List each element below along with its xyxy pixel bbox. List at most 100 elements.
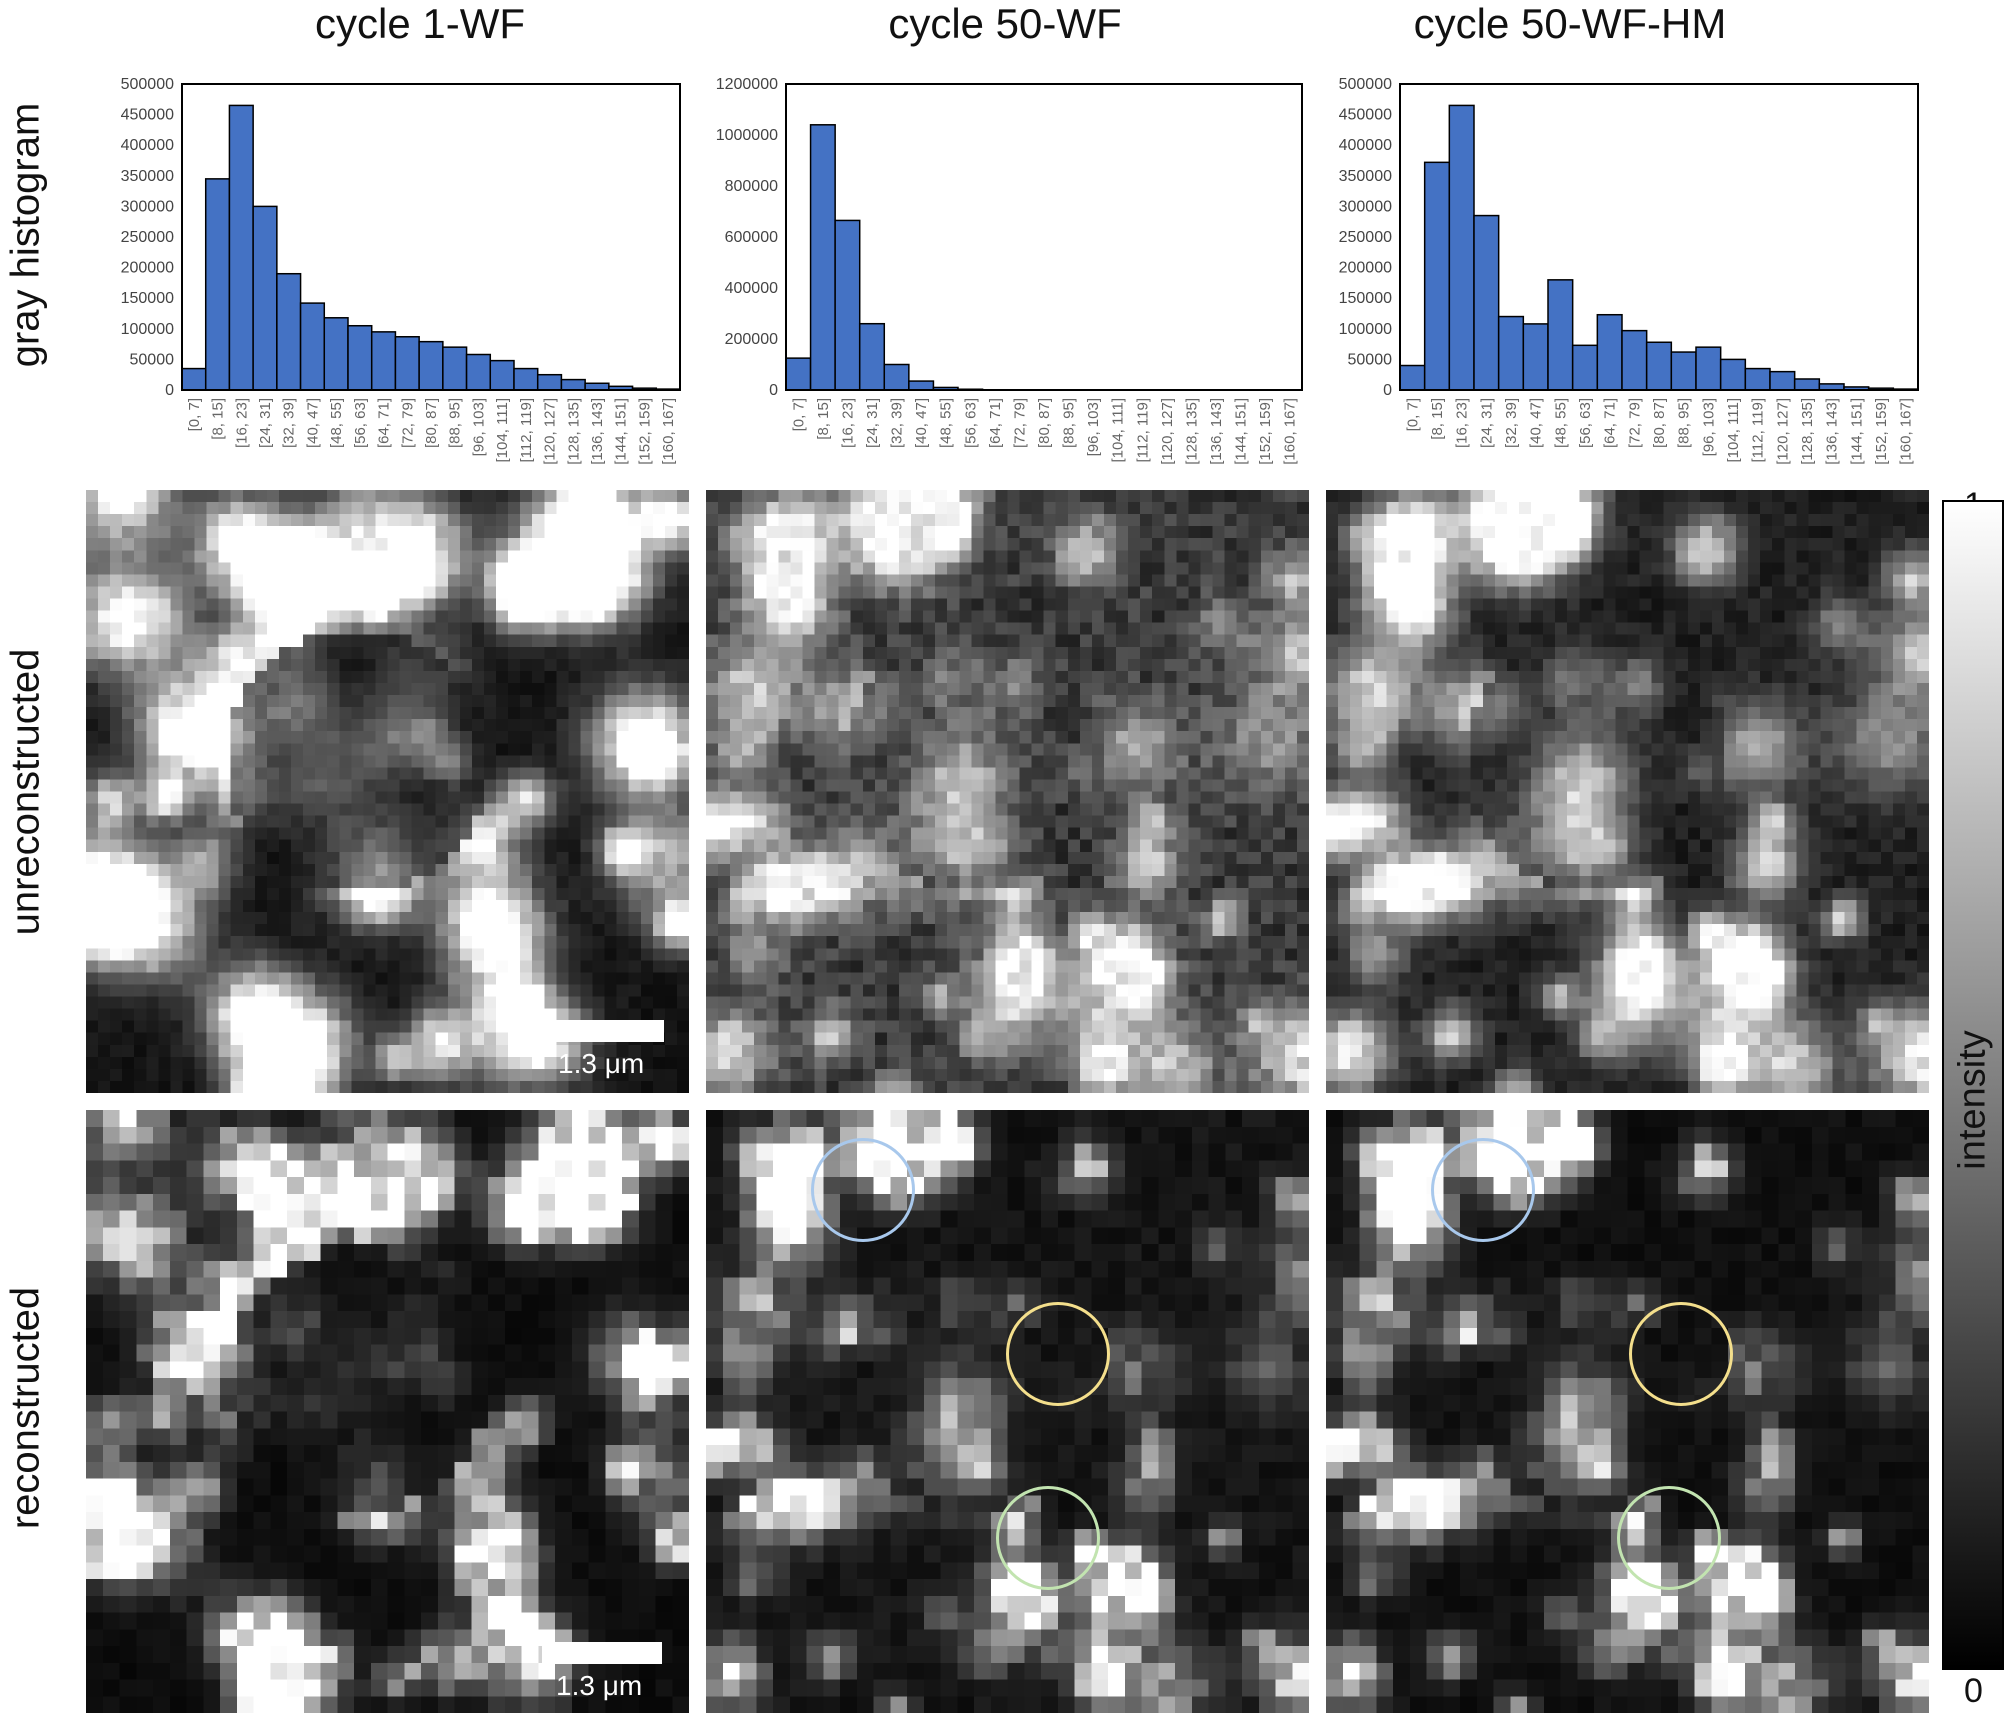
x-tick-label: [8, 15] [815, 398, 832, 440]
x-tick-label: [16, 23] [233, 398, 250, 448]
x-tick-label: [80, 87] [1651, 398, 1668, 448]
histogram-bar [1645, 341, 1673, 391]
y-tick-label: 400000 [725, 280, 778, 297]
x-tick-label: [104, 111] [1725, 398, 1742, 463]
y-tick-label: 450000 [1339, 107, 1392, 124]
histogram-bar [1719, 358, 1747, 391]
image-canvas [1326, 1110, 1929, 1713]
y-tick-label: 200000 [1339, 260, 1392, 277]
x-tick-label: [8, 15] [1429, 398, 1446, 440]
x-tick-label: [160, 167] [1282, 398, 1299, 465]
histogram-svg-cycle50: 0 200000 400000 600000 800000 1000000 1200000 [… [716, 76, 1303, 465]
image-canvas [1326, 490, 1929, 1093]
colorbar-title: intensity [1951, 1030, 1994, 1170]
roi-circle-yellow [1006, 1302, 1110, 1406]
row-label-unreconstructed: unreconstructed [3, 648, 48, 936]
histogram-bar [181, 367, 207, 391]
histogram-bar [1744, 367, 1771, 391]
histogram-bar [1473, 214, 1500, 391]
x-tick-label: [72, 79] [399, 398, 416, 448]
y-tick-label: 400000 [121, 137, 174, 154]
histogram-bar [489, 359, 515, 391]
histogram-bar [252, 205, 278, 391]
histogram-bar [1547, 279, 1574, 391]
y-tick-label: 150000 [121, 290, 174, 307]
image-unreconstructed-cycle50 [706, 490, 1309, 1093]
y-tick-label: 250000 [1339, 229, 1392, 246]
y-tick-label: 300000 [1339, 198, 1392, 215]
histogram-bar [276, 272, 302, 391]
y-tick-label: 500000 [121, 76, 174, 93]
x-tick-label: [24, 31] [1478, 398, 1495, 448]
x-tick-label: [112, 119] [1750, 398, 1767, 463]
histogram-bar [370, 331, 397, 391]
histogram-bar [1448, 104, 1475, 391]
histogram-bar [560, 378, 586, 391]
x-tick-label: [48, 55] [1552, 398, 1569, 448]
histogram-bar [858, 322, 886, 391]
x-tick-label: [96, 103] [470, 398, 487, 456]
image-reconstructed-cycle1: 1.3 μm [86, 1110, 689, 1713]
histogram-bar [418, 340, 444, 391]
x-tick-label: [104, 111] [1110, 398, 1127, 463]
x-tick-label: [64, 71] [1602, 398, 1619, 448]
histogram-bar [204, 178, 231, 391]
y-tick-label: 400000 [1339, 137, 1392, 154]
histogram-bar [584, 382, 610, 391]
x-tick-label: [40, 47] [913, 398, 930, 448]
x-tick-label: [152, 159] [1873, 398, 1890, 465]
histogram-bar [536, 373, 563, 391]
x-tick-label: [0, 7] [1404, 398, 1421, 431]
x-tick-label: [80, 87] [1036, 398, 1053, 448]
x-tick-label: [48, 55] [328, 398, 345, 448]
x-tick-label: [40, 47] [1528, 398, 1545, 448]
histogram-bar [883, 363, 910, 391]
histogram-bar [1670, 351, 1697, 391]
y-tick-label: 450000 [121, 107, 174, 124]
x-tick-label: [144, 151] [613, 398, 630, 465]
scale-bar [544, 1020, 664, 1042]
x-tick-label: [120, 127] [1159, 398, 1176, 465]
histogram-bar [1596, 313, 1623, 391]
roi-circle-blue [811, 1138, 915, 1242]
y-tick-label: 300000 [121, 198, 174, 215]
x-tick-label: [136, 143] [1208, 398, 1225, 465]
x-tick-label: [160, 167] [660, 398, 677, 465]
y-tick-label: 600000 [725, 229, 778, 246]
x-tick-label: [152, 159] [1257, 398, 1274, 465]
y-tick-label: 0 [769, 382, 778, 399]
plot-frame [1399, 83, 1919, 391]
histogram-bar [1793, 378, 1821, 391]
y-tick-label: 50000 [1348, 351, 1393, 368]
histogram-bar [347, 324, 373, 391]
histogram-chart-cycle50-hm: 0 50000 100000 150000 200000 250000 300000 3500… [1310, 72, 1925, 492]
histogram-svg-cycle50-hm: 0 50000 100000 150000 200000 250000 300000 3500… [1339, 76, 1919, 465]
y-tick-label: 500000 [1339, 76, 1392, 93]
y-tick-label: 0 [165, 382, 174, 399]
x-tick-label: [96, 103] [1085, 398, 1102, 456]
image-canvas [86, 1110, 689, 1713]
image-canvas [706, 1110, 1309, 1713]
plot-frame [785, 83, 1303, 391]
roi-circle-green [996, 1486, 1100, 1590]
x-tick-label: [128, 135] [1799, 398, 1816, 465]
roi-circle-blue [1431, 1138, 1535, 1242]
image-reconstructed-cycle50 [706, 1110, 1309, 1713]
histogram-bar [465, 353, 492, 391]
histogram-bar [442, 346, 468, 391]
histogram-bar [785, 357, 812, 391]
histogram-bar [1769, 370, 1796, 391]
x-tick-label: [88, 95] [447, 398, 464, 448]
x-tick-label: [16, 23] [1454, 398, 1471, 448]
x-tick-label: [0, 7] [186, 398, 203, 431]
histogram-bar [394, 336, 420, 391]
x-tick-label: [160, 167] [1898, 398, 1915, 465]
x-tick-label: [48, 55] [938, 398, 955, 448]
intensity-colorbar [1942, 500, 2004, 1670]
y-tick-label: 350000 [1339, 168, 1392, 185]
x-tick-label: [24, 31] [257, 398, 274, 448]
x-tick-label: [104, 111] [494, 398, 511, 463]
histogram-bar [1695, 346, 1722, 391]
histogram-bar [1399, 364, 1426, 391]
image-unreconstructed-cycle1: 1.3 μm [86, 490, 689, 1093]
